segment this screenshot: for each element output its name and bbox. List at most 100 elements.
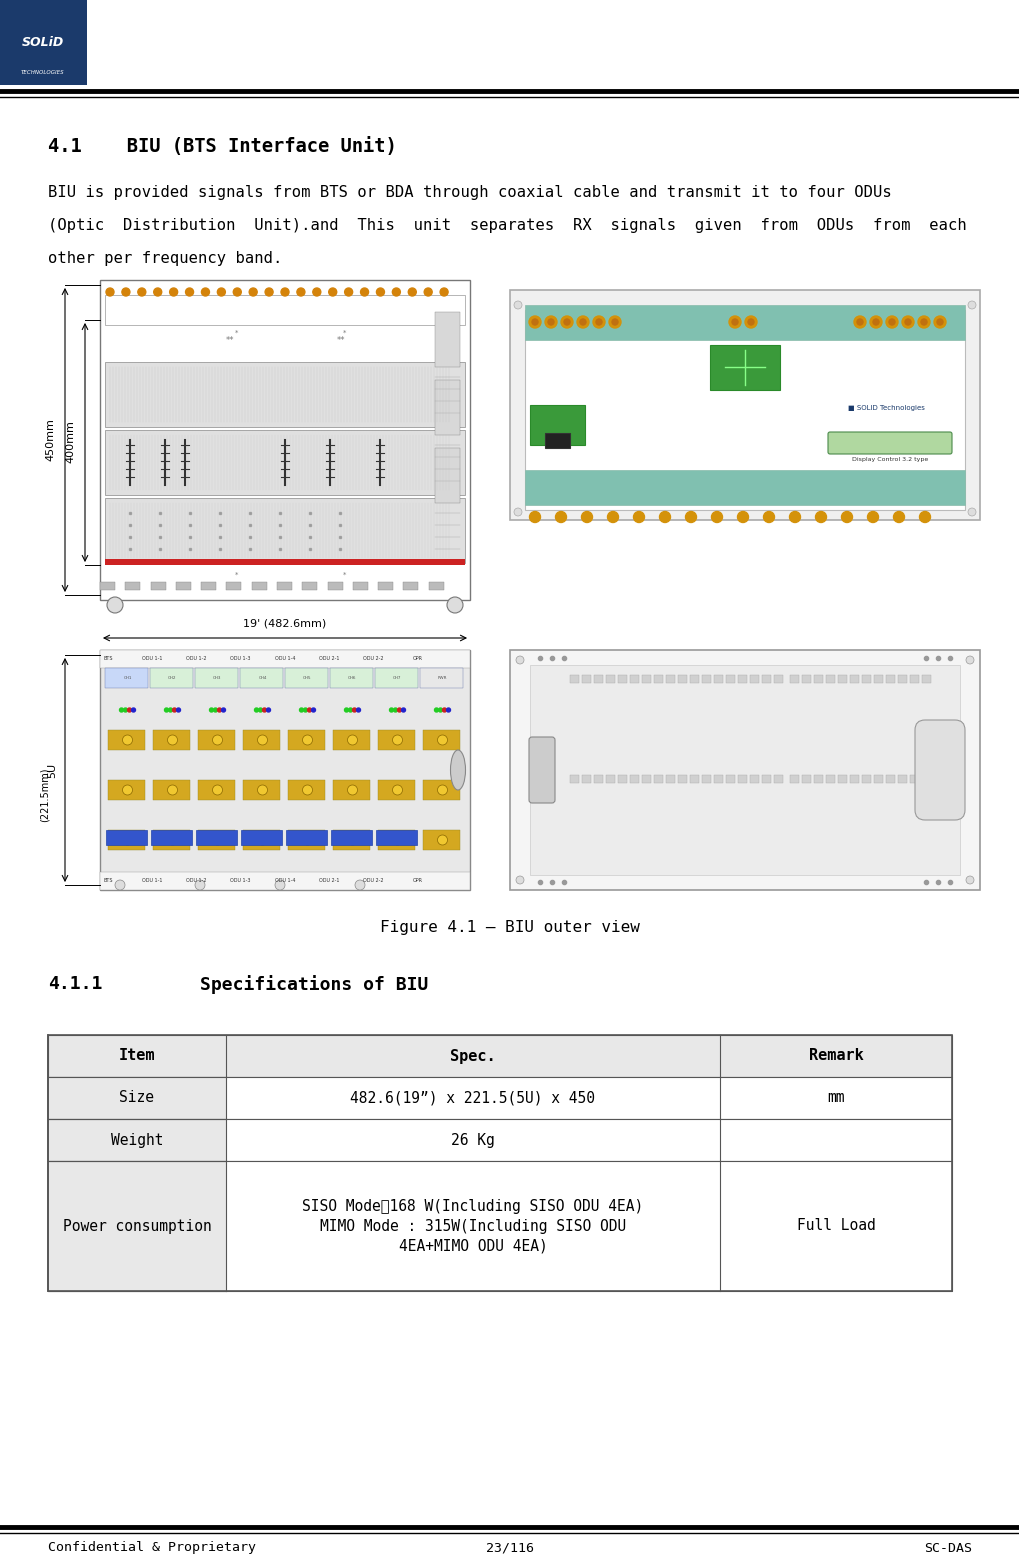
- Bar: [897, 675, 906, 683]
- Bar: [886, 775, 894, 783]
- Circle shape: [401, 708, 406, 712]
- Bar: [749, 775, 758, 783]
- Bar: [726, 775, 735, 783]
- Text: CH1: CH1: [123, 676, 131, 679]
- Circle shape: [592, 316, 604, 328]
- Text: SC-DAS: SC-DAS: [923, 1542, 971, 1554]
- Circle shape: [853, 316, 865, 328]
- Text: Confidential & Proprietary: Confidential & Proprietary: [48, 1542, 256, 1554]
- Text: ODU 1-1: ODU 1-1: [142, 878, 162, 884]
- Text: 19' (482.6mm): 19' (482.6mm): [244, 619, 326, 628]
- Bar: [423, 729, 460, 750]
- Bar: [618, 775, 627, 783]
- Text: SISO Mode：168 W(Including SISO ODU 4EA): SISO Mode：168 W(Including SISO ODU 4EA): [302, 1198, 643, 1214]
- Text: CH2: CH2: [168, 676, 176, 679]
- Text: Display Control 3.2 type: Display Control 3.2 type: [851, 458, 927, 462]
- Text: other per frequency band.: other per frequency band.: [48, 251, 282, 266]
- Bar: [773, 775, 783, 783]
- Bar: [330, 669, 373, 687]
- Bar: [713, 675, 722, 683]
- Bar: [641, 675, 650, 683]
- Circle shape: [154, 287, 162, 297]
- Circle shape: [122, 786, 132, 795]
- Circle shape: [344, 287, 353, 297]
- Circle shape: [872, 319, 878, 325]
- Circle shape: [516, 876, 524, 884]
- Circle shape: [841, 511, 852, 523]
- Circle shape: [893, 511, 904, 523]
- Circle shape: [303, 836, 312, 845]
- Text: ODU 2-1: ODU 2-1: [319, 656, 339, 661]
- Circle shape: [348, 708, 353, 712]
- Text: **: **: [225, 336, 233, 345]
- Circle shape: [122, 736, 132, 745]
- Bar: [285, 829, 327, 845]
- Text: OPR: OPR: [413, 878, 422, 884]
- Text: Remark: Remark: [808, 1048, 862, 1064]
- Bar: [404, 583, 418, 590]
- Text: 5U: 5U: [47, 762, 57, 778]
- Bar: [48, 1078, 226, 1118]
- Text: ODU 1-1: ODU 1-1: [142, 656, 162, 661]
- Text: ODU 2-1: ODU 2-1: [319, 878, 339, 884]
- Circle shape: [967, 508, 975, 515]
- Bar: [709, 345, 780, 390]
- Circle shape: [685, 511, 696, 523]
- Circle shape: [138, 287, 146, 297]
- Bar: [252, 583, 266, 590]
- Bar: [198, 729, 234, 750]
- Circle shape: [304, 708, 307, 712]
- Bar: [106, 829, 147, 845]
- Circle shape: [122, 836, 132, 845]
- Bar: [510, 291, 979, 520]
- Circle shape: [392, 736, 403, 745]
- Circle shape: [169, 287, 177, 297]
- Circle shape: [439, 287, 447, 297]
- Circle shape: [917, 316, 929, 328]
- Text: ODU 1-4: ODU 1-4: [274, 656, 294, 661]
- Text: SOLiD: SOLiD: [21, 36, 64, 48]
- Bar: [48, 1161, 951, 1292]
- Circle shape: [164, 708, 168, 712]
- Circle shape: [732, 319, 738, 325]
- Circle shape: [167, 736, 177, 745]
- Bar: [921, 775, 930, 783]
- Bar: [665, 775, 675, 783]
- Bar: [801, 675, 810, 683]
- Bar: [287, 729, 325, 750]
- Circle shape: [529, 316, 540, 328]
- Circle shape: [123, 708, 127, 712]
- Bar: [153, 779, 190, 800]
- Circle shape: [904, 319, 910, 325]
- Circle shape: [547, 319, 553, 325]
- Bar: [105, 669, 148, 687]
- Ellipse shape: [450, 750, 465, 790]
- Bar: [201, 583, 216, 590]
- Text: Specifications of BIU: Specifications of BIU: [200, 975, 428, 993]
- Bar: [48, 1161, 226, 1292]
- Bar: [813, 675, 822, 683]
- Circle shape: [737, 511, 748, 523]
- Bar: [618, 675, 627, 683]
- Circle shape: [936, 319, 943, 325]
- Text: ODU 2-2: ODU 2-2: [363, 656, 383, 661]
- Bar: [801, 775, 810, 783]
- Circle shape: [514, 508, 522, 515]
- FancyBboxPatch shape: [529, 737, 554, 803]
- Circle shape: [360, 287, 368, 297]
- Bar: [570, 775, 579, 783]
- Circle shape: [514, 301, 522, 309]
- Circle shape: [376, 287, 384, 297]
- Circle shape: [397, 708, 401, 712]
- Bar: [813, 775, 822, 783]
- Bar: [738, 775, 746, 783]
- Text: BTS: BTS: [103, 656, 113, 661]
- Bar: [240, 829, 281, 845]
- Bar: [838, 675, 846, 683]
- Bar: [151, 829, 192, 845]
- Circle shape: [107, 597, 123, 612]
- Bar: [825, 775, 835, 783]
- Circle shape: [611, 319, 618, 325]
- Circle shape: [438, 708, 442, 712]
- Bar: [678, 675, 687, 683]
